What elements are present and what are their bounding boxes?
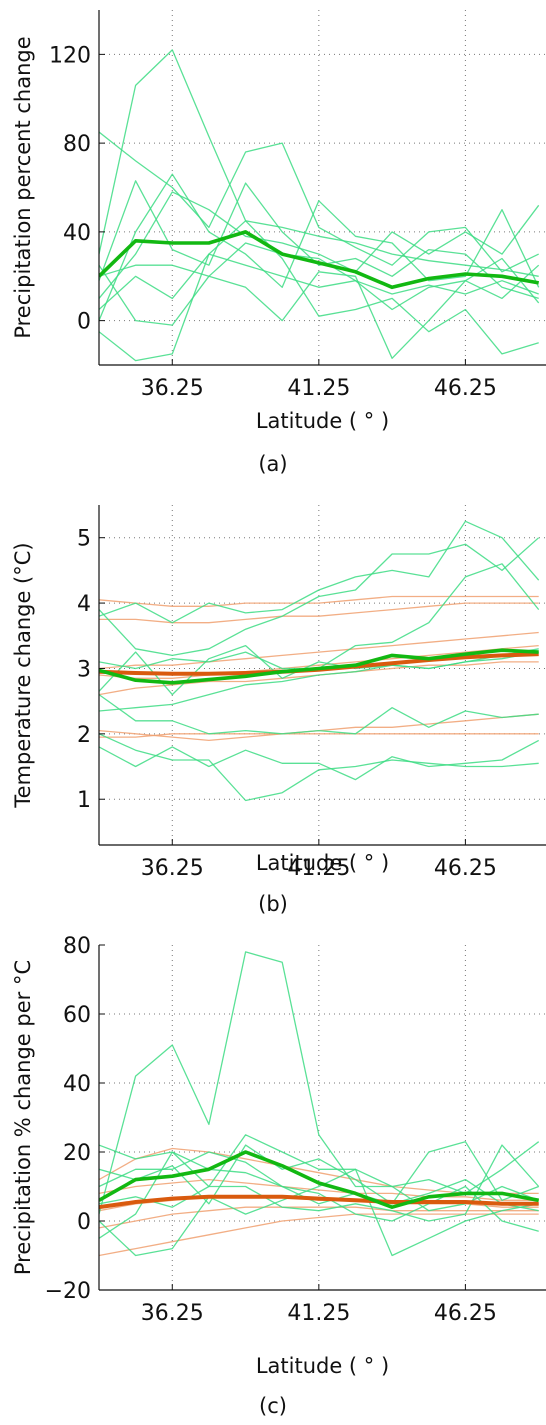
panel-caption: (c) [259,1394,287,1418]
y-tick-label: 3 [77,657,91,682]
series-group [99,520,540,802]
x-tick-label: 46.25 [434,1301,497,1326]
x-axis-label: Latitude ( ° ) [256,409,389,433]
series-line-member-5 [99,191,540,299]
y-tick-label: 120 [49,43,91,68]
series-line-member-7 [99,1151,539,1239]
series-line-scaled-member-2 [99,1178,539,1201]
series-line-scaled-member-3 [99,631,539,670]
y-tick-label: 80 [63,132,91,157]
series-line-member-1 [99,49,539,277]
x-tick-label: 36.25 [141,856,204,881]
chart-panel-2: 36.25 41.25 46.25 1 2 3 4 5 Latitude ( ° ) Temper… [11,505,546,916]
y-tick-label: 20 [63,1141,91,1166]
x-tick-label: 36.25 [141,376,204,401]
y-tick-label: 0 [77,1210,91,1235]
series-line-member-4 [99,1141,539,1205]
y-tick-label: 0 [77,310,91,335]
series-line-member-1 [99,537,540,657]
y-axis-label: Temperature change (°C) [11,542,35,808]
series-group [99,49,540,362]
series-line-mean-1 [99,230,540,290]
series-line-scaled-mean-1 [99,1194,539,1210]
series-line-member-6 [99,694,539,735]
series-line-scaled-member-6 [99,713,539,742]
series-line-member-4 [99,173,540,321]
series-line-member-6 [99,1168,539,1257]
x-axis-label: Latitude ( ° ) [256,1354,389,1378]
x-tick-label: 36.25 [141,1301,204,1326]
series-line-member-9 [99,220,539,355]
panel-caption: (b) [258,892,288,916]
series-line-member-3 [99,1144,539,1212]
x-tick-label: 46.25 [434,376,497,401]
series-line-scaled-member-7 [99,733,539,738]
series-line-member-2 [99,520,540,624]
y-tick-label: 40 [63,1072,91,1097]
series-line-scaled-member-1 [99,595,539,607]
y-tick-label: 60 [63,1003,91,1028]
series-group [99,951,540,1257]
x-axis-label: Latitude ( ° ) [256,851,389,875]
series-line-member-8 [99,733,539,802]
series-line-member-3 [99,180,539,300]
chart-panel-1: 36.25 41.25 46.25 0 40 80 120 Latitude ( ° ) Pre… [11,10,546,476]
y-tick-label: 80 [63,934,91,959]
series-line-scaled-member-4 [99,644,539,679]
x-tick-label: 46.25 [434,856,497,881]
x-tick-label: 41.25 [287,1301,350,1326]
x-tick-label: 41.25 [287,376,350,401]
y-axis-label: Precipitation % change per °C [11,960,35,1275]
series-line-mean-1 [99,648,539,685]
y-tick-label: 2 [77,723,91,748]
y-tick-label: −20 [45,1279,91,1304]
series-line-member-2 [99,131,539,273]
series-line-member-7 [99,739,540,781]
series-line-mean-1 [99,1150,540,1209]
series-line-member-5 [99,1144,540,1222]
series-line-member-8 [99,257,540,359]
series-line-scaled-member-4 [99,1206,539,1229]
chart-panel-3: 36.25 41.25 46.25 −20 0 20 40 60 80 Latitude ( ° … [11,934,546,1418]
y-tick-label: 4 [77,592,91,617]
x-tick-label: 41.25 [287,856,350,881]
y-tick-label: 40 [63,221,91,246]
panel-caption: (a) [258,452,287,476]
y-axis-label: Precipitation percent change [11,36,35,338]
y-tick-label: 5 [77,527,91,552]
series-line-member-5 [99,651,539,712]
series-line-member-6 [99,242,539,295]
y-tick-label: 1 [77,788,91,813]
